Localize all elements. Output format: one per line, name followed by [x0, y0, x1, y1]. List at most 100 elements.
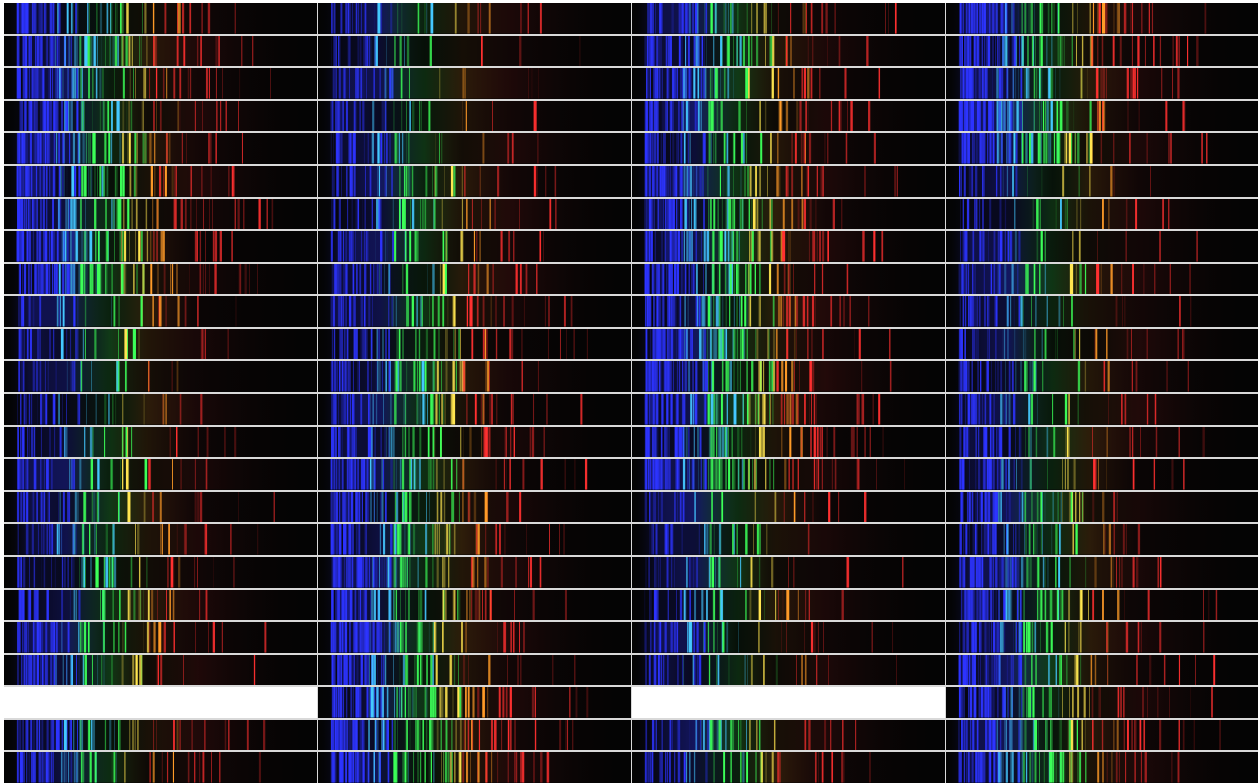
emission-line — [1145, 35, 1146, 67]
emission-line — [381, 459, 383, 490]
emission-line — [111, 198, 113, 230]
bright-emission-line — [708, 296, 711, 327]
emission-line — [732, 524, 734, 555]
emission-line — [716, 100, 719, 132]
emission-line — [988, 459, 991, 490]
bright-emission-line — [128, 133, 131, 164]
emission-line — [136, 263, 139, 295]
emission-line — [418, 459, 421, 490]
emission-line — [654, 328, 657, 360]
emission-line — [1007, 231, 1009, 262]
emission-line — [370, 35, 372, 67]
bright-emission-line — [1040, 231, 1043, 262]
emission-line — [159, 296, 162, 327]
emission-line — [533, 165, 536, 197]
emission-line — [492, 263, 494, 295]
emission-line — [352, 263, 355, 295]
emission-line — [1057, 491, 1059, 523]
emission-line — [38, 263, 40, 295]
emission-line — [54, 100, 56, 132]
emission-line — [793, 328, 796, 360]
emission-line — [157, 589, 158, 621]
emission-line — [737, 426, 740, 458]
emission-line — [755, 35, 759, 67]
emission-line — [456, 459, 458, 490]
emission-line — [343, 231, 344, 262]
emission-line — [344, 524, 346, 555]
emission-line — [664, 198, 666, 230]
emission-line — [676, 231, 679, 262]
emission-line — [981, 68, 983, 99]
emission-line — [1135, 361, 1138, 392]
emission-line — [53, 231, 55, 262]
emission-line — [427, 426, 430, 458]
emission-line — [434, 165, 438, 197]
spectrum-cell — [632, 100, 945, 132]
emission-line — [664, 361, 666, 392]
emission-line — [827, 231, 830, 262]
emission-line — [647, 165, 649, 197]
emission-line — [704, 361, 707, 392]
emission-line — [696, 556, 698, 588]
emission-line — [968, 3, 971, 34]
emission-line — [1172, 35, 1175, 67]
emission-line — [1037, 133, 1040, 164]
emission-line — [999, 68, 1001, 99]
emission-line — [959, 328, 961, 360]
emission-line — [678, 100, 680, 132]
emission-line — [816, 231, 818, 262]
emission-line — [23, 394, 25, 425]
emission-line — [732, 231, 735, 262]
emission-line — [715, 459, 719, 490]
emission-line — [82, 328, 84, 360]
emission-line — [961, 3, 964, 34]
emission-line — [807, 328, 809, 360]
emission-line — [219, 231, 222, 262]
emission-line — [473, 263, 476, 295]
emission-line — [443, 589, 445, 621]
emission-line — [334, 361, 336, 392]
emission-line — [371, 133, 375, 164]
emission-line — [960, 263, 963, 295]
emission-line — [752, 198, 756, 230]
emission-line — [965, 3, 968, 34]
emission-line — [99, 68, 102, 99]
emission-line — [18, 296, 20, 327]
emission-line — [55, 263, 58, 295]
emission-line — [1059, 133, 1061, 164]
emission-line — [58, 165, 61, 197]
emission-line — [39, 296, 42, 327]
emission-line — [412, 524, 416, 555]
emission-line — [1060, 35, 1063, 67]
spectrum-strip — [946, 426, 1258, 458]
emission-line — [1057, 3, 1059, 34]
emission-line — [22, 426, 25, 458]
emission-line — [56, 68, 58, 99]
emission-line — [73, 231, 75, 262]
emission-line — [695, 198, 697, 230]
emission-line — [403, 556, 406, 588]
emission-line — [234, 198, 237, 230]
emission-line — [805, 133, 806, 164]
emission-line — [979, 198, 981, 230]
bright-emission-line — [168, 524, 170, 555]
bright-emission-line — [1096, 263, 1100, 295]
emission-line — [646, 361, 648, 392]
emission-line — [689, 361, 691, 392]
emission-line — [402, 263, 404, 295]
emission-line — [135, 198, 138, 230]
emission-line — [67, 231, 69, 262]
emission-line — [731, 3, 734, 34]
emission-line — [1020, 35, 1022, 67]
emission-line — [103, 589, 106, 621]
emission-line — [703, 296, 706, 327]
emission-line — [1012, 3, 1015, 34]
emission-line — [679, 491, 682, 523]
emission-line — [32, 231, 35, 262]
emission-line — [70, 198, 73, 230]
emission-line — [1053, 426, 1056, 458]
emission-line — [412, 426, 415, 458]
emission-line — [416, 231, 419, 262]
emission-line — [1146, 328, 1148, 360]
